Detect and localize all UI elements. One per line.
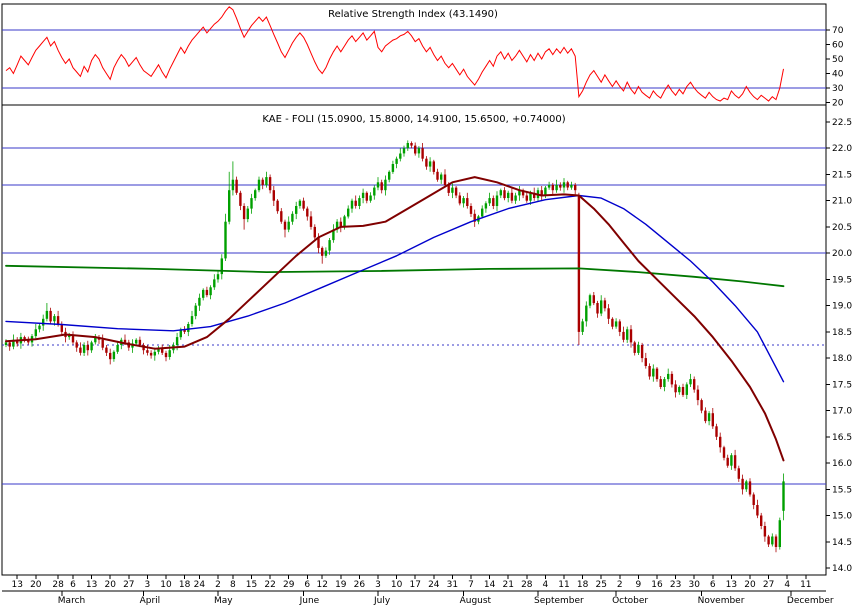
month-label: November	[698, 596, 745, 606]
date-tick-label: 6	[70, 580, 76, 590]
price-axis-label: 18.5	[832, 328, 852, 338]
month-label: April	[140, 596, 161, 606]
price-axis-label: 16.0	[832, 459, 852, 469]
rsi-title: Relative Strength Index (43.1490)	[328, 9, 498, 20]
price-axis-label: 22.0	[832, 144, 852, 154]
date-tick-label: 26	[354, 580, 366, 590]
date-tick-label: 2	[617, 580, 623, 590]
date-tick-label: 20	[104, 580, 116, 590]
month-label: May	[214, 596, 233, 606]
price-axis-label: 20.5	[832, 223, 852, 233]
price-axis-label: 16.5	[832, 433, 852, 443]
date-tick-label: 16	[651, 580, 663, 590]
rsi-line	[5, 6, 784, 102]
rsi-axis-label: 50	[832, 55, 844, 65]
price-axis-label: 19.5	[832, 275, 852, 285]
month-label: March	[58, 596, 85, 606]
date-tick-label: 9	[636, 580, 642, 590]
rsi-axis-label: 30	[832, 84, 844, 94]
date-tick-label: 27	[123, 580, 134, 590]
date-tick-label: 6	[304, 580, 310, 590]
price-axis-label: 14.0	[832, 564, 852, 574]
month-label: September	[534, 596, 584, 606]
price-axis-label: 17.0	[832, 407, 852, 417]
axes: 70 60 50 40 30 20 22.5 22.0 21.5 21.0 20.5 20.0 19.5…	[2, 26, 852, 606]
date-tick-label: 3	[145, 580, 151, 590]
price-axis-label: 22.5	[832, 118, 852, 128]
date-tick-label: 13	[86, 580, 97, 590]
date-tick-label: 15	[246, 580, 257, 590]
date-tick-label: 13	[726, 580, 737, 590]
month-label: December	[787, 596, 834, 606]
price-axis-label: 14.5	[832, 538, 852, 548]
price-axis-label: 20.0	[832, 249, 852, 259]
price-axis-label: 17.5	[832, 380, 852, 390]
date-tick-label: 21	[502, 580, 513, 590]
date-tick-label: 10	[391, 580, 403, 590]
date-tick-label: 22	[264, 580, 275, 590]
date-tick-label: 29	[283, 580, 295, 590]
ma-fast-maroon	[5, 176, 785, 462]
date-tick-label: 19	[335, 580, 347, 590]
date-tick-label: 4	[784, 580, 790, 590]
date-tick-label: 27	[763, 580, 774, 590]
ma-long-green	[5, 264, 785, 288]
date-tick-label: 11	[558, 580, 569, 590]
date-tick-label: 17	[409, 580, 420, 590]
rsi-axis-label: 20	[832, 99, 844, 109]
date-tick-label: 20	[30, 580, 42, 590]
chart-series	[4, 6, 785, 553]
date-tick-label: 20	[744, 580, 756, 590]
date-tick-label: 25	[595, 580, 606, 590]
price-panel-border	[1, 104, 827, 576]
price-axis-label: 21.5	[832, 171, 852, 181]
date-tick-label: 7	[468, 580, 474, 590]
date-tick-label: 31	[447, 580, 458, 590]
date-tick-label: 6	[710, 580, 716, 590]
date-tick-label: 24	[428, 580, 440, 590]
ma-slow-blue	[5, 194, 785, 383]
month-label: July	[373, 596, 391, 606]
date-tick-label: 28	[521, 580, 533, 590]
price-axis-label: 15.0	[832, 512, 852, 522]
price-title: KAE - FOLI (15.0900, 15.8000, 14.9100, 1…	[262, 114, 565, 125]
month-label: August	[460, 596, 492, 606]
month-label: October	[612, 596, 648, 606]
panel-borders	[1, 3, 827, 576]
price-axis-label: 18.0	[832, 354, 852, 364]
date-tick-label: 28	[52, 580, 64, 590]
rsi-axis-label: 70	[832, 26, 844, 36]
candlestick-series	[4, 140, 785, 553]
date-tick-label: 8	[230, 580, 236, 590]
price-axis-label: 19.0	[832, 302, 852, 312]
rsi-axis-label: 40	[832, 70, 844, 80]
date-tick-label: 10	[160, 580, 172, 590]
date-tick-label: 24	[194, 580, 206, 590]
date-tick-label: 14	[484, 580, 496, 590]
rsi-axis-label: 60	[832, 41, 844, 51]
date-tick-label: 23	[670, 580, 681, 590]
date-tick-label: 12	[316, 580, 327, 590]
date-tick-label: 18	[577, 580, 589, 590]
date-tick-label: 18	[179, 580, 191, 590]
date-tick-label: 3	[375, 580, 381, 590]
date-tick-label: 2	[215, 580, 221, 590]
date-tick-label: 4	[543, 580, 549, 590]
price-axis-label: 15.5	[832, 485, 852, 495]
month-label: June	[299, 596, 320, 606]
date-tick-label: 30	[688, 580, 700, 590]
level-lines	[2, 29, 826, 485]
price-axis-label: 21.0	[832, 197, 852, 207]
date-tick-label: 13	[11, 580, 22, 590]
date-tick-label: 11	[800, 580, 811, 590]
